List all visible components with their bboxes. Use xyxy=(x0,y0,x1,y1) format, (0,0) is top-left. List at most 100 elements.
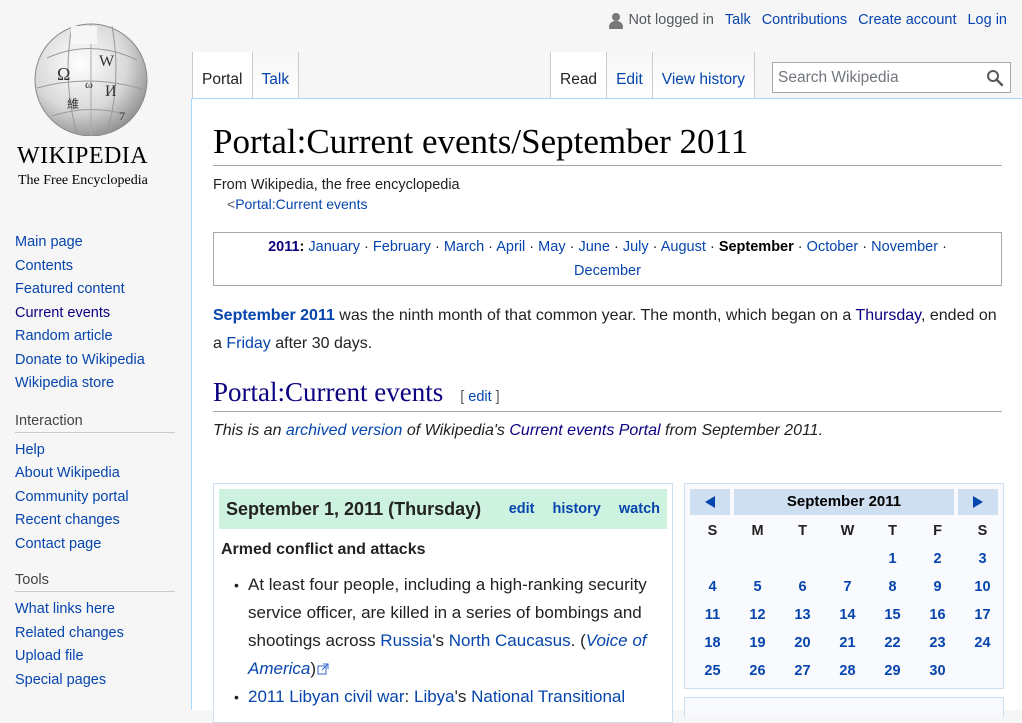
month-link-june[interactable]: June xyxy=(578,239,610,255)
tab-portal[interactable]: Portal xyxy=(192,52,253,99)
north-caucasus-link[interactable]: North Caucasus xyxy=(448,631,571,650)
wikipedia-logo[interactable]: Ω W И 維 ω 7 WIKIPEDIA The Free Encyclope… xyxy=(0,0,190,200)
personal-talk-link[interactable]: Talk xyxy=(724,12,751,28)
calendar-day-link[interactable]: 9 xyxy=(933,579,942,595)
intro-thursday-link[interactable]: Thursday xyxy=(855,307,921,324)
source-link[interactable]: Voice of America xyxy=(248,631,647,678)
libyan-civil-war-link[interactable]: 2011 Libyan civil war xyxy=(248,687,405,706)
search-icon[interactable] xyxy=(986,69,1004,87)
calendar-day-link[interactable]: 1 xyxy=(888,551,897,567)
calendar-day-link[interactable]: 14 xyxy=(839,607,856,623)
sidebar-item-contact[interactable]: Contact page xyxy=(15,535,102,552)
calendar-day-link[interactable]: 13 xyxy=(794,607,811,623)
sidebar-item-random-article[interactable]: Random article xyxy=(15,328,113,344)
calendar-day-link[interactable]: 10 xyxy=(974,579,991,595)
calendar-day-link[interactable]: 24 xyxy=(974,635,991,651)
calendar-day-link[interactable]: 7 xyxy=(843,579,852,595)
search-input[interactable] xyxy=(773,63,973,92)
calendar-day-link[interactable]: 27 xyxy=(794,663,811,679)
calendar-day-link[interactable]: 23 xyxy=(929,635,946,651)
month-link-january[interactable]: January xyxy=(308,239,360,255)
calendar-day-link[interactable]: 22 xyxy=(884,635,901,651)
sidebar-item-help[interactable]: Help xyxy=(15,441,45,458)
calendar-header: September 2011 xyxy=(690,489,998,515)
logo-tagline: The Free Encyclopedia xyxy=(18,173,148,188)
tab-read[interactable]: Read xyxy=(550,52,608,99)
tab-edit[interactable]: Edit xyxy=(607,52,653,99)
sidebar-item-related-changes[interactable]: Related changes xyxy=(15,624,124,641)
event-text: 's xyxy=(454,687,472,706)
calendar-day-link[interactable]: 3 xyxy=(978,551,987,567)
calendar-weekday: T xyxy=(888,523,897,539)
breadcrumb: <Portal:Current events xyxy=(227,196,1002,212)
intro-month-link[interactable]: September 2011 xyxy=(213,307,335,324)
calendar-day-link[interactable]: 20 xyxy=(794,635,811,651)
calendar-day-link[interactable]: 11 xyxy=(704,607,721,623)
event-list: At least four people, including a high-r… xyxy=(214,571,672,711)
contributions-link[interactable]: Contributions xyxy=(761,12,848,28)
archived-text: This is an xyxy=(213,422,286,439)
sidebar-item-what-links-here[interactable]: What links here xyxy=(15,601,115,617)
ntc-link[interactable]: National Transitional xyxy=(471,687,626,706)
month-link-august[interactable]: August xyxy=(660,239,706,255)
sidebar-item-special-pages[interactable]: Special pages xyxy=(15,671,107,688)
calendar-day-link[interactable]: 8 xyxy=(888,579,897,595)
calendar-day-link[interactable]: 18 xyxy=(704,635,721,651)
event-watch-link[interactable]: watch xyxy=(618,501,660,517)
breadcrumb-link[interactable]: Portal:Current events xyxy=(235,196,368,212)
sidebar-item-donate[interactable]: Donate to Wikipedia xyxy=(15,351,145,368)
month-link-february[interactable]: February xyxy=(372,239,431,255)
calendar-day-link[interactable]: 30 xyxy=(929,663,946,679)
list-item: 2011 Libyan civil war: Libya's National … xyxy=(234,683,672,711)
sidebar-item-featured-content[interactable]: Featured content xyxy=(15,281,125,297)
event-history-link[interactable]: history xyxy=(552,501,601,517)
tab-view-history[interactable]: View history xyxy=(652,52,756,99)
libya-link[interactable]: Libya xyxy=(414,687,455,706)
event-edit-link[interactable]: edit xyxy=(508,501,535,517)
calendar-day-link[interactable]: 21 xyxy=(839,635,856,651)
month-link-december[interactable]: December xyxy=(574,263,641,279)
calendar-day-link[interactable]: 15 xyxy=(884,607,901,623)
event-text: 's xyxy=(432,631,449,650)
sidebar-item-main-page[interactable]: Main page xyxy=(15,234,83,250)
intro-friday-link[interactable]: Friday xyxy=(226,335,271,352)
arrow-left-icon xyxy=(705,496,715,508)
month-link-november[interactable]: November xyxy=(871,239,939,255)
sidebar-item-recent-changes[interactable]: Recent changes xyxy=(15,512,120,528)
sidebar-item-current-events[interactable]: Current events xyxy=(15,304,111,321)
tab-talk[interactable]: Talk xyxy=(252,52,300,99)
archived-version-link[interactable]: archived version xyxy=(285,422,403,439)
russia-link[interactable]: Russia xyxy=(380,631,433,650)
calendar-prev-button[interactable] xyxy=(690,489,730,515)
sidebar-item-upload-file[interactable]: Upload file xyxy=(15,648,84,664)
section-edit-link[interactable]: edit xyxy=(468,389,492,405)
calendar-day-link[interactable]: 29 xyxy=(884,663,901,679)
calendar-day-link[interactable]: 26 xyxy=(749,663,766,679)
sidebar-item-store[interactable]: Wikipedia store xyxy=(15,375,115,391)
calendar-day-link[interactable]: 12 xyxy=(749,607,766,623)
month-link-october[interactable]: October xyxy=(806,239,859,255)
calendar-day-link[interactable]: 6 xyxy=(798,579,807,595)
sidebar-item-about[interactable]: About Wikipedia xyxy=(15,465,120,481)
year-link[interactable]: 2011 xyxy=(268,239,300,255)
current-events-portal-link[interactable]: Current events Portal xyxy=(509,422,661,439)
section-title-link[interactable]: Portal:Current events xyxy=(213,377,444,407)
calendar-day-link[interactable]: 4 xyxy=(708,579,717,595)
month-link-march[interactable]: March xyxy=(443,239,485,255)
calendar-day-link[interactable]: 2 xyxy=(933,551,942,567)
calendar-day-link[interactable]: 5 xyxy=(753,579,762,595)
month-link-may[interactable]: May xyxy=(538,239,566,255)
calendar-day-link[interactable]: 19 xyxy=(749,635,766,651)
calendar-day-link[interactable]: 17 xyxy=(974,607,991,623)
month-link-april[interactable]: April xyxy=(496,239,526,255)
calendar-day-link[interactable]: 28 xyxy=(839,663,856,679)
calendar-title: September 2011 xyxy=(734,489,954,515)
create-account-link[interactable]: Create account xyxy=(858,12,957,28)
sidebar-item-community-portal[interactable]: Community portal xyxy=(15,488,129,505)
month-link-july[interactable]: July xyxy=(622,239,649,255)
calendar-day-link[interactable]: 25 xyxy=(704,663,721,679)
sidebar-item-contents[interactable]: Contents xyxy=(15,257,74,274)
calendar-day-link[interactable]: 16 xyxy=(929,607,946,623)
calendar-next-button[interactable] xyxy=(958,489,998,515)
login-link[interactable]: Log in xyxy=(967,12,1007,28)
